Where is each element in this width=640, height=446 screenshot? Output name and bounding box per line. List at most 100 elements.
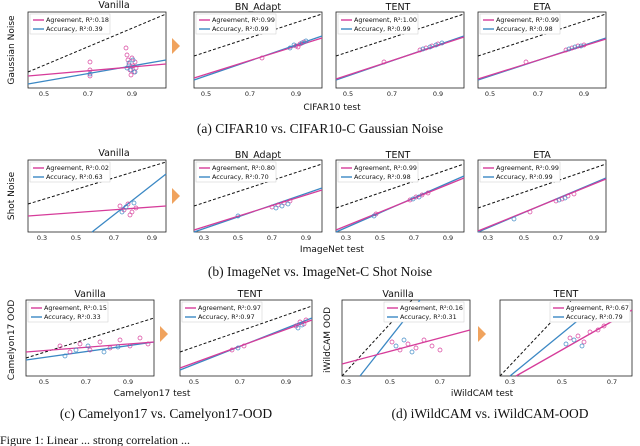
x-tick-label: 0.9 [443,234,453,242]
agreement-points [389,337,443,353]
legend-accuracy-r2: R²:0.97 [231,313,254,321]
svg-text:Agreement, R²:0.02: Agreement, R²:0.02 [46,164,109,172]
panel-title: ETA [533,2,551,13]
y-axis-label: iWildCAM OOD [323,307,333,373]
x-axis-label: CIFAR10 test [303,103,361,113]
legend: Agreement, R²:0.99 Accuracy, R²:0.99 [479,161,561,183]
x-tick-label: 0.5 [557,378,567,386]
legend-agreement-label: Agreement, [566,304,606,312]
x-tick-label: 0.9 [123,378,133,386]
x-tick-label: 0.5 [375,234,385,242]
svg-text:Agreement, R²:0.15: Agreement, R²:0.15 [44,304,107,312]
agreement-fit-line [341,329,471,365]
legend-accuracy-label: Accuracy, [496,25,529,33]
x-tick-label: 0.7 [409,234,419,242]
accuracy-points [287,38,309,51]
legend: Agreement, R²:0.67 Accuracy, R²:0.79 [549,301,631,323]
arrow-icon [478,326,486,342]
x-tick-label: 0.3 [341,234,351,242]
legend-agreement-r2: R²:0.99 [536,164,559,172]
x-tick-label: 0.3 [199,234,209,242]
legend-agreement-label: Agreement, [212,16,252,24]
scatter-panel: Agreement, R²:0.99 Accuracy, R²:0.98 0.5… [477,11,607,98]
legend-accuracy-r2: R²:0.98 [387,173,410,181]
svg-text:Accuracy, R²:0.33: Accuracy, R²:0.33 [44,313,101,321]
scatter-panel: Agreement, R²:1.00 Accuracy, R²:0.99 0.5… [335,11,465,98]
x-tick-label: 0.5 [39,378,49,386]
svg-text:Agreement, R²:0.99: Agreement, R²:0.99 [496,16,559,24]
legend-agreement-r2: R²:0.15 [84,304,107,312]
x-axis-label: ImageNet test [300,245,365,255]
scatter-panel: Agreement, R²:0.67 Accuracy, R²:0.79 0.3… [499,299,633,386]
legend-accuracy-r2: R²:0.79 [599,313,622,321]
panel-title: TENT [237,289,263,300]
legend-agreement-label: Agreement, [46,16,86,24]
legend: Agreement, R²:0.99 Accuracy, R²:0.98 [479,13,561,35]
legend-agreement-r2: R²:1.00 [394,16,417,24]
svg-text:Accuracy, R²:0.99: Accuracy, R²:0.99 [496,173,553,181]
legend-accuracy-r2: R²:0.70 [245,173,268,181]
legend-agreement-label: Agreement, [212,164,252,172]
accuracy-points [62,343,121,359]
svg-text:Agreement, R²:0.80: Agreement, R²:0.80 [212,164,275,172]
x-axis-label: iWildCAM test [451,389,514,399]
legend-agreement-r2: R²:0.16 [440,304,463,312]
panel-title: BN_Adapt [235,2,282,13]
legend-accuracy-r2: R²:0.99 [387,25,410,33]
legend-accuracy-r2: R²:0.31 [433,313,456,321]
legend-agreement-r2: R²:0.18 [86,16,109,24]
svg-text:Agreement, R²:0.99: Agreement, R²:0.99 [212,16,275,24]
diagonal-line [477,163,607,209]
legend-agreement-r2: R²:0.97 [238,304,261,312]
agreement-points [523,42,587,65]
scatter-panel: Agreement, R²:0.99 Accuracy, R²:0.98 0.3… [335,159,465,242]
x-tick-label: 0.9 [291,90,301,98]
accuracy-points [566,43,584,52]
subfigure-caption: (a) CIFAR10 vs. CIFAR10-C Gaussian Noise [197,121,443,136]
x-tick-label: 0.9 [589,234,599,242]
subfigure-caption: (c) Camelyon17 vs. Camelyon17-OOD [60,406,272,421]
x-tick-label: 0.5 [39,90,49,98]
svg-text:Agreement, R²:0.18: Agreement, R²:0.18 [46,16,109,24]
x-tick-label: 0.9 [127,90,137,98]
svg-text:Accuracy, R²:0.98: Accuracy, R²:0.98 [354,173,411,181]
accuracy-points [235,201,291,219]
legend-accuracy-label: Accuracy, [44,313,77,321]
agreement-fit-line [477,38,607,80]
accuracy-points [87,57,138,77]
x-tick-label: 0.3 [505,378,515,386]
diagonal-line [335,13,465,57]
figure-caption-fragment: Figure 1: Linear ... strong correlation … [0,433,190,446]
svg-text:Agreement, R²:0.67: Agreement, R²:0.67 [566,304,629,312]
legend-accuracy-label: Accuracy, [212,25,245,33]
svg-text:Agreement, R²:0.97: Agreement, R²:0.97 [198,304,261,312]
subfigure-caption: (b) ImageNet vs. ImageNet-C Shot Noise [208,264,432,279]
scatter-panel: Agreement, R²:0.18 Accuracy, R²:0.39 0.5… [27,11,167,98]
diagonal-line [193,13,323,57]
agreement-fit-line [27,63,167,77]
scatter-panel: Agreement, R²:0.99 Accuracy, R²:0.99 0.5… [193,11,323,98]
agreement-points [381,41,441,65]
x-tick-label: 0.7 [387,90,397,98]
arrow-icon [160,326,168,342]
x-tick-label: 0.3 [341,378,351,386]
y-axis-label: Gaussian Noise [7,15,17,85]
x-tick-label: 0.9 [579,90,589,98]
legend-agreement-r2: R²:0.99 [536,16,559,24]
scatter-panel: Agreement, R²:0.02 Accuracy, R²:0.63 0.3… [27,159,167,242]
legend-agreement-label: Agreement, [354,164,394,172]
panel-title: ETA [533,150,551,161]
x-axis-label: Camelyon17 test [114,389,191,399]
legend: Agreement, R²:0.99 Accuracy, R²:0.98 [337,161,419,183]
scatter-panel: Agreement, R²:0.99 Accuracy, R²:0.99 0.3… [477,159,607,242]
x-tick-label: 0.7 [81,378,91,386]
legend-agreement-r2: R²:0.67 [606,304,629,312]
legend: Agreement, R²:0.16 Accuracy, R²:0.31 [383,301,465,323]
legend-accuracy-r2: R²:0.99 [245,25,268,33]
panel-title: BN_Adapt [235,150,282,161]
legend-agreement-label: Agreement, [354,16,394,24]
x-tick-label: 0.9 [301,234,311,242]
legend-accuracy-label: Accuracy, [354,173,387,181]
accuracy-points [511,195,568,222]
x-tick-label: 0.7 [83,90,93,98]
